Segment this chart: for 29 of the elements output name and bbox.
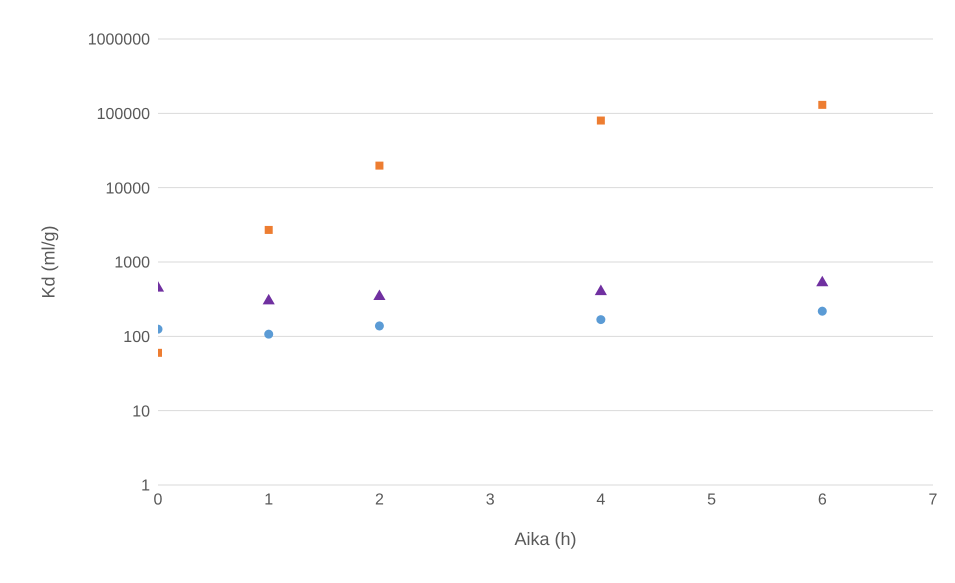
- point: [596, 315, 606, 324]
- point: [262, 294, 275, 304]
- y-tick-label: 10000: [106, 180, 150, 198]
- y-tick-label: 1000000: [88, 32, 150, 49]
- point: [264, 226, 273, 234]
- x-axis-title: Aika (h): [514, 529, 577, 549]
- x-tick-label: 1: [264, 491, 274, 508]
- y-tick-label: 1000: [114, 254, 150, 272]
- x-tick-label: 5: [707, 491, 716, 508]
- point: [818, 306, 827, 316]
- point: [594, 284, 607, 296]
- x-tick-label: 4: [596, 491, 606, 508]
- point: [816, 276, 828, 286]
- point: [264, 330, 274, 339]
- x-tick-label: 3: [486, 491, 495, 508]
- x-tick-label: 0: [154, 491, 163, 508]
- x-tick-label: 2: [374, 491, 384, 508]
- point: [374, 321, 384, 330]
- point: [373, 290, 386, 300]
- point: [818, 100, 826, 109]
- y-tick-label: 100: [123, 329, 150, 346]
- x-tick-label: 7: [928, 491, 938, 508]
- y-tick-label: 1: [141, 478, 150, 495]
- y-tick-label: 100000: [96, 106, 150, 124]
- y-tick-label: 10: [132, 403, 150, 420]
- y-axis-title: Kd (ml/g): [38, 225, 58, 299]
- x-tick-label: 6: [818, 491, 827, 508]
- point: [596, 116, 605, 125]
- point: [375, 162, 384, 170]
